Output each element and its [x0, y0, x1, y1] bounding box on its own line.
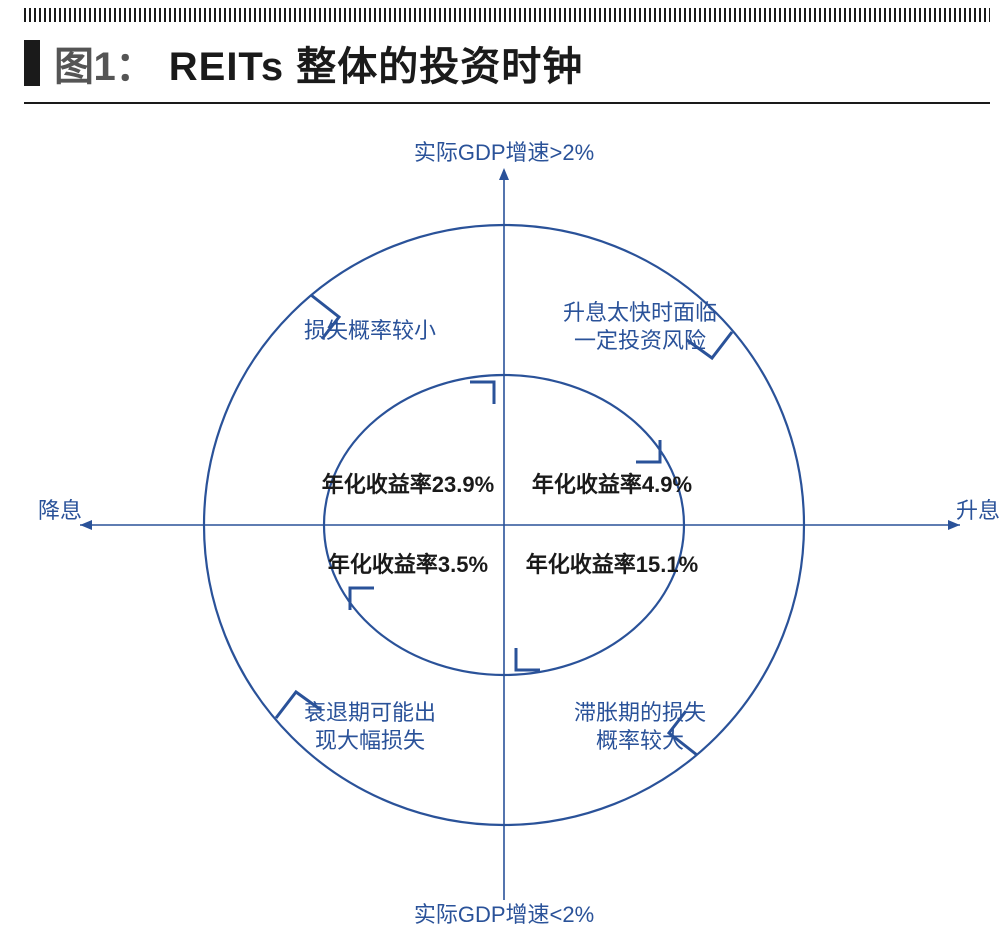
figure-label: 图1： [54, 34, 155, 92]
investment-clock-diagram: 实际GDP增速>2% 实际GDP增速<2% 降息 升息 损失概率较小 升息太快时… [0, 120, 1008, 930]
inner-q2-text: 年化收益率23.9% [322, 472, 494, 497]
axis-label-right: 升息 [956, 498, 1000, 523]
inner-q1-text: 年化收益率4.9% [532, 472, 692, 497]
outer-q1-text-l1: 升息太快时面临 [563, 300, 717, 325]
axis-label-left: 降息 [38, 498, 82, 523]
title-row: 图1： REITs 整体的投资时钟 [24, 34, 990, 104]
outer-q3-text-l1: 衰退期可能出 [304, 700, 436, 725]
outer-q3-text-l2: 现大幅损失 [315, 728, 425, 753]
outer-q4-text-l1: 滞胀期的损失 [574, 700, 706, 725]
axis-label-bottom: 实际GDP增速<2% [414, 902, 594, 927]
title-accent-block [24, 40, 40, 86]
inner-q3-text: 年化收益率3.5% [328, 552, 488, 577]
outer-q4-text-l2: 概率较大 [596, 728, 684, 753]
figure-title: REITs 整体的投资时钟 [169, 34, 584, 92]
outer-q1-text-l2: 一定投资风险 [574, 328, 706, 353]
outer-q2-text: 损失概率较小 [304, 318, 436, 343]
inner-rotation-arrows [350, 382, 660, 670]
inner-q4-text: 年化收益率15.1% [526, 552, 698, 577]
axis-label-top: 实际GDP增速>2% [414, 140, 594, 165]
top-hatch-decoration [24, 8, 990, 22]
